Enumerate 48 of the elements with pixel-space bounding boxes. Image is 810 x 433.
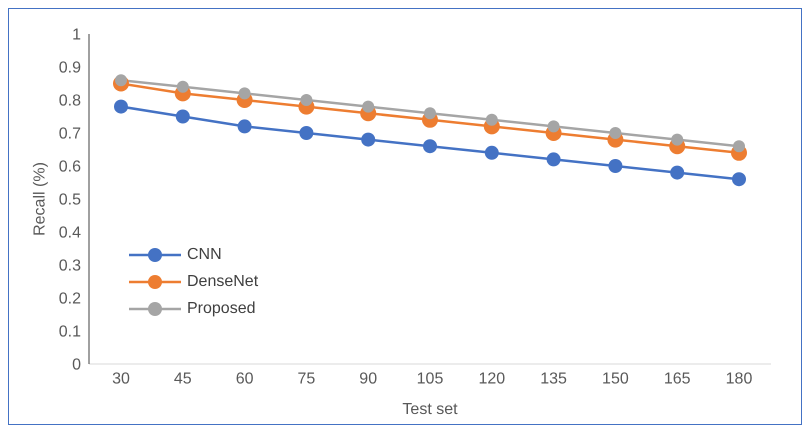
- point: [424, 107, 436, 120]
- x-tick-label: 60: [236, 370, 254, 388]
- y-tick-label: 0: [72, 356, 82, 374]
- x-tick-label: 30: [112, 370, 130, 388]
- point: [238, 87, 251, 100]
- point: [362, 100, 374, 113]
- x-tick-label: 45: [174, 370, 192, 388]
- point: [732, 172, 746, 186]
- y-tick-label: 0.6: [58, 158, 82, 176]
- x-tick-label: 120: [478, 370, 506, 388]
- x-tick-label: 135: [540, 370, 568, 388]
- x-tick-label: 75: [298, 370, 316, 388]
- y-tick-label: 0.9: [58, 60, 82, 77]
- x-axis-title: Test set: [402, 401, 458, 418]
- point: [176, 80, 189, 93]
- point: [176, 110, 190, 124]
- point: [486, 114, 498, 126]
- legend-label: Proposed: [187, 300, 256, 318]
- point: [484, 146, 499, 160]
- x-tick-label: 105: [416, 370, 444, 388]
- point: [423, 139, 437, 154]
- y-tick-label: 0.3: [58, 258, 82, 275]
- point: [671, 134, 684, 146]
- x-tick-label: 150: [602, 370, 629, 388]
- point: [238, 119, 252, 134]
- legend-label: CNN: [187, 246, 222, 264]
- legend-label: DenseNet: [187, 272, 258, 290]
- point: [299, 126, 314, 140]
- y-tick-label: 0.1: [58, 324, 82, 341]
- point: [361, 132, 376, 147]
- y-axis-title: Recall (%): [32, 162, 49, 236]
- x-tick-label: 90: [359, 370, 378, 388]
- point: [546, 152, 561, 166]
- point: [114, 100, 128, 114]
- point: [670, 166, 684, 180]
- y-tick-label: 0.7: [58, 126, 82, 143]
- y-tick-label: 0.5: [58, 192, 82, 209]
- point: [548, 120, 560, 132]
- y-tick-label: 0.2: [58, 290, 82, 308]
- x-tick-label: 165: [664, 370, 691, 388]
- point: [608, 159, 622, 173]
- point: [300, 94, 312, 106]
- y-tick-label: 0.4: [58, 224, 82, 242]
- x-tick-label: 180: [726, 370, 752, 388]
- y-tick-label: 1: [72, 26, 82, 44]
- point: [733, 140, 745, 152]
- y-tick-label: 0.8: [58, 92, 82, 110]
- point: [609, 127, 622, 139]
